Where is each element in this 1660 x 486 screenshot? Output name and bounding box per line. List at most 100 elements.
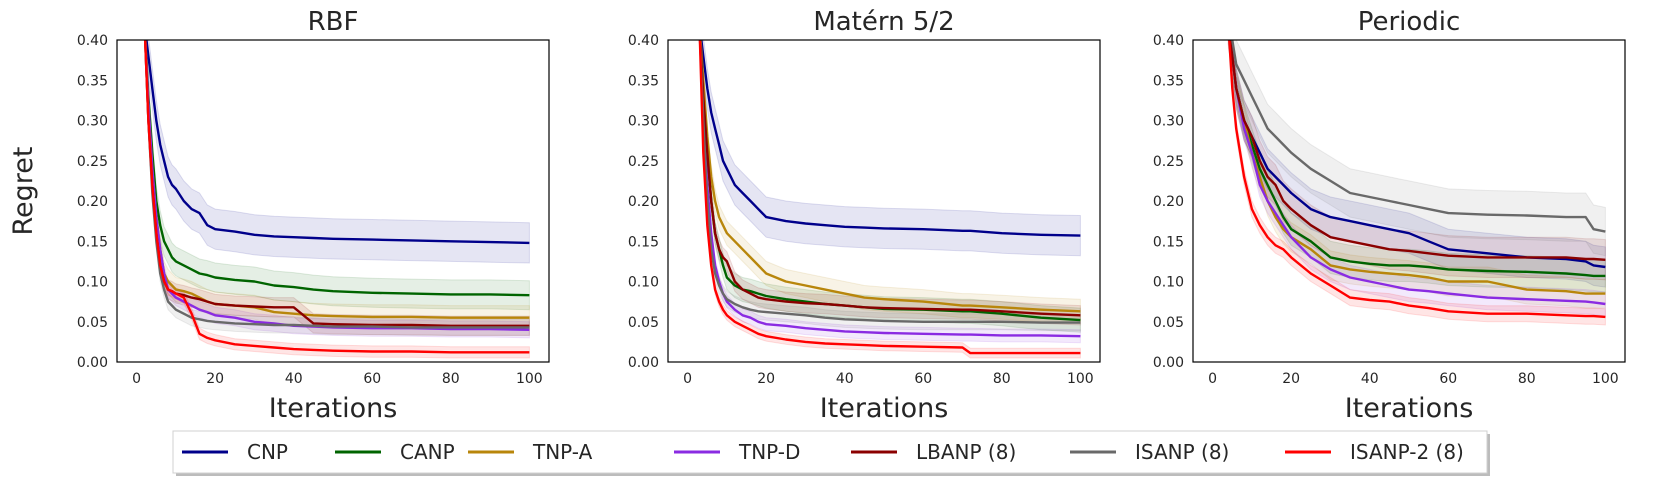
x-tick-label-periodic: 80 <box>1518 371 1536 387</box>
y-tick-label-periodic: 0.15 <box>1153 234 1184 250</box>
y-tick-label-mat-rn-5-2: 0.20 <box>628 194 659 210</box>
y-tick-label-rbf: 0.35 <box>77 73 108 89</box>
y-tick-label-mat-rn-5-2: 0.30 <box>628 114 659 130</box>
line-cnp-mat-rn-5-2 <box>700 40 1081 237</box>
panel-rbf: 0 20 40 60 80 100 0.00 0.05 0.10 0.15 0.20 0.25 0.30… <box>77 7 550 424</box>
band-lbanp-8-periodic <box>1227 40 1606 281</box>
x-tick-label-mat-rn-5-2: 0 <box>683 371 692 387</box>
x-tick-label-mat-rn-5-2: 40 <box>836 371 854 387</box>
plot-frame-rbf <box>116 39 550 363</box>
x-tick-label-periodic: 100 <box>1592 371 1619 387</box>
y-tick-label-periodic: 0.35 <box>1153 73 1184 89</box>
line-isanp-2-8-periodic <box>1228 40 1606 319</box>
x-tick-label-periodic: 40 <box>1361 371 1379 387</box>
band-canp-rbf <box>144 40 530 311</box>
y-tick-label-rbf: 0.10 <box>77 275 108 291</box>
y-tick-label-mat-rn-5-2: 0.00 <box>628 355 659 371</box>
band-cnp-rbf <box>144 40 530 264</box>
y-tick-label-periodic: 0.00 <box>1153 355 1184 371</box>
legend-label-isanp-2-8: ISANP-2 (8) <box>1350 440 1464 464</box>
x-tick-label-rbf: 100 <box>516 371 543 387</box>
x-tick-label-rbf: 80 <box>442 371 460 387</box>
legend-label-tnp-d: TNP-D <box>738 440 800 464</box>
x-tick-label-rbf: 20 <box>206 371 224 387</box>
x-tick-label-mat-rn-5-2: 60 <box>914 371 932 387</box>
y-tick-label-periodic: 0.20 <box>1153 194 1184 210</box>
band-isanp-2-8-mat-rn-5-2 <box>699 40 1081 359</box>
band-isanp-8-periodic <box>1227 40 1606 257</box>
y-tick-label-rbf: 0.30 <box>77 114 108 130</box>
x-tick-label-mat-rn-5-2: 100 <box>1067 371 1094 387</box>
legend-frame <box>172 430 1488 474</box>
panel-title-rbf: RBF <box>308 7 359 37</box>
panels-group: 0 20 40 60 80 100 0.00 0.05 0.10 0.15 0.20 0.25 0.30… <box>77 7 1626 424</box>
line-canp-periodic <box>1229 40 1606 278</box>
y-tick-label-periodic: 0.10 <box>1153 275 1184 291</box>
x-tick-label-rbf: 60 <box>363 371 381 387</box>
band-lbanp-8-rbf <box>144 40 530 336</box>
y-axis-label: Regret <box>8 146 39 235</box>
band-isanp-8-mat-rn-5-2 <box>699 40 1081 332</box>
y-tick-label-periodic: 0.40 <box>1153 33 1184 49</box>
panel-periodic: 0 20 40 60 80 100 0.00 0.05 0.10 0.15 0.20 0.25 0.30… <box>1153 7 1626 424</box>
x-axis-label-mat-rn-5-2: Iterations <box>820 393 949 424</box>
y-tick-label-mat-rn-5-2: 0.15 <box>628 234 659 250</box>
line-isanp-8-periodic <box>1231 40 1606 233</box>
band-isanp-8-rbf <box>144 40 530 336</box>
plot-area-periodic <box>1193 40 1625 362</box>
line-cnp-rbf <box>145 40 530 245</box>
line-isanp-2-8-rbf <box>143 40 530 354</box>
x-tick-label-rbf: 0 <box>132 371 141 387</box>
band-isanp-2-8-periodic <box>1228 40 1606 326</box>
panel-title-periodic: Periodic <box>1358 7 1461 37</box>
legend-items: CNP CANP TNP-A TNP-D LBANP (8) ISANP (8) ISANP… <box>182 440 1464 464</box>
line-isanp-8-mat-rn-5-2 <box>698 40 1081 324</box>
y-tick-label-mat-rn-5-2: 0.05 <box>628 315 659 331</box>
line-isanp-2-8-mat-rn-5-2 <box>698 40 1081 355</box>
x-tick-label-rbf: 40 <box>285 371 303 387</box>
band-lbanp-8-mat-rn-5-2 <box>699 40 1081 326</box>
line-isanp-8-rbf <box>143 40 530 329</box>
x-tick-label-periodic: 60 <box>1439 371 1457 387</box>
y-tick-label-mat-rn-5-2: 0.25 <box>628 154 659 170</box>
line-tnp-a-mat-rn-5-2 <box>699 40 1081 313</box>
y-tick-label-rbf: 0.05 <box>77 315 108 331</box>
y-tick-label-rbf: 0.25 <box>77 154 108 170</box>
band-canp-mat-rn-5-2 <box>699 40 1081 333</box>
legend-label-canp: CANP <box>400 440 455 464</box>
y-tick-label-rbf: 0.20 <box>77 194 108 210</box>
y-tick-label-rbf: 0.15 <box>77 234 108 250</box>
legend-item-canp: CANP <box>335 440 455 464</box>
line-tnp-d-mat-rn-5-2 <box>698 40 1081 338</box>
legend-label-lbanp-8: LBANP (8) <box>916 440 1016 464</box>
legend-item-tnp-d: TNP-D <box>674 440 800 464</box>
x-tick-label-periodic: 20 <box>1282 371 1300 387</box>
panel-title-mat-rn-5-2: Matérn 5/2 <box>813 7 954 37</box>
legend-item-cnp: CNP <box>182 440 288 464</box>
x-tick-label-periodic: 0 <box>1208 371 1217 387</box>
legend-item-isanp-8: ISANP (8) <box>1070 440 1229 464</box>
legend-label-tnp-a: TNP-A <box>532 440 593 464</box>
line-lbanp-8-periodic <box>1229 40 1606 261</box>
legend: CNP CANP TNP-A TNP-D LBANP (8) ISANP (8) ISANP… <box>172 430 1490 476</box>
y-tick-label-mat-rn-5-2: 0.35 <box>628 73 659 89</box>
line-lbanp-8-mat-rn-5-2 <box>699 40 1081 317</box>
band-cnp-periodic <box>1227 40 1606 288</box>
x-tick-label-mat-rn-5-2: 20 <box>757 371 775 387</box>
y-tick-label-rbf: 0.00 <box>77 355 108 371</box>
legend-item-tnp-a: TNP-A <box>468 440 593 464</box>
y-tick-label-mat-rn-5-2: 0.40 <box>628 33 659 49</box>
legend-item-lbanp-8: LBANP (8) <box>851 440 1016 464</box>
legend-item-isanp-2-8: ISANP-2 (8) <box>1285 440 1464 464</box>
plot-frame-mat-rn-5-2 <box>667 39 1101 363</box>
x-tick-label-mat-rn-5-2: 80 <box>993 371 1011 387</box>
line-tnp-d-rbf <box>144 40 530 331</box>
x-axis-label-periodic: Iterations <box>1345 393 1474 424</box>
y-tick-label-periodic: 0.25 <box>1153 154 1184 170</box>
y-tick-label-periodic: 0.30 <box>1153 114 1184 130</box>
line-canp-rbf <box>144 40 530 297</box>
panel-mat-rn-5-2: 0 20 40 60 80 100 0.00 0.05 0.10 0.15 0.20 0.25 0.30… <box>628 7 1101 424</box>
y-tick-label-periodic: 0.05 <box>1153 315 1184 331</box>
plot-frame-periodic <box>1192 39 1626 363</box>
